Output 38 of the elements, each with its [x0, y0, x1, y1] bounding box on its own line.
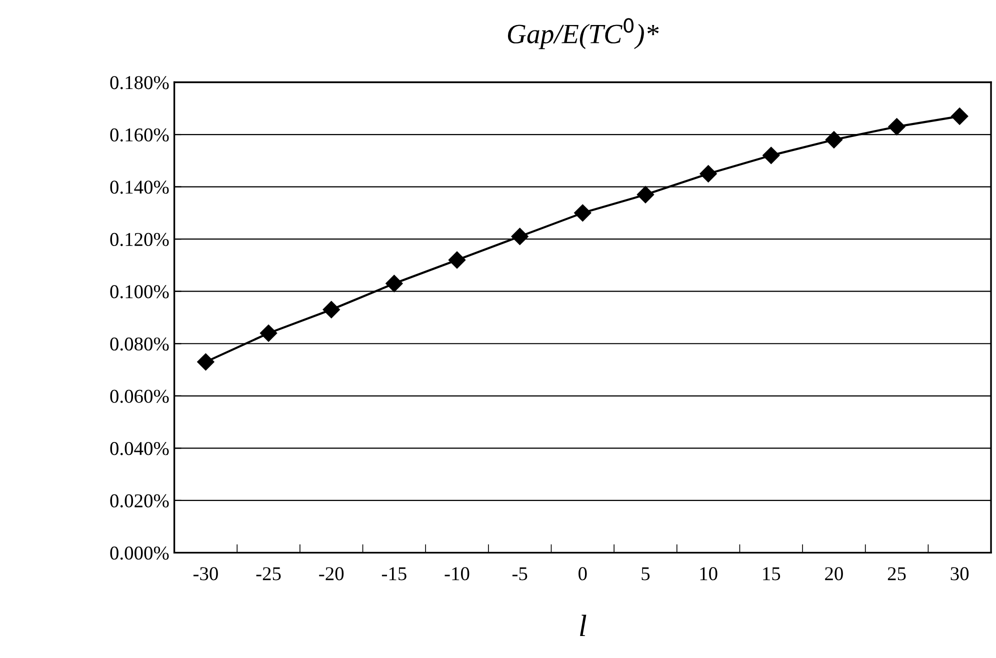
x-tick-label: 5 — [642, 567, 650, 580]
x-tick-label: 0 — [578, 567, 587, 580]
y-tick-label: 0.080% — [110, 337, 169, 351]
chart-title: Gap/E(TC$^{0}$)* — [508, 18, 659, 50]
point — [951, 108, 968, 125]
y-tick-label: 0.000% — [110, 546, 169, 560]
y-tick-label: 0.020% — [110, 494, 169, 508]
x-tick-label: 15 — [763, 567, 780, 580]
point — [322, 301, 340, 318]
x-tick-label: -20 — [319, 567, 344, 580]
y-tick-label: 0.040% — [110, 442, 169, 456]
y-tick-label: 0.060% — [110, 390, 169, 403]
point — [762, 146, 780, 164]
x-tick-label: 10 — [700, 567, 718, 580]
point — [888, 118, 906, 136]
y-tick-label: 0.120% — [110, 232, 169, 246]
x-axis-title: l — [580, 614, 586, 636]
point — [825, 131, 843, 148]
point — [700, 165, 717, 182]
point — [636, 186, 654, 204]
point — [448, 251, 466, 269]
point — [197, 353, 214, 370]
x-tick-label: -25 — [256, 567, 281, 580]
point — [386, 274, 403, 292]
y-tick-label: 0.180% — [110, 76, 169, 90]
y-tick-label: 0.100% — [110, 285, 169, 298]
x-tick-label: 30 — [950, 567, 969, 580]
point — [511, 228, 528, 246]
x-tick-label: -15 — [382, 567, 406, 580]
x-tick-label: -5 — [512, 567, 528, 580]
y-tick-label: 0.160% — [110, 128, 169, 142]
x-tick-label: -10 — [444, 567, 470, 580]
point — [260, 324, 278, 342]
y-tick-label: 0.140% — [110, 180, 169, 194]
x-tick-label: 25 — [888, 567, 906, 580]
x-tick-label: -30 — [193, 567, 218, 580]
point — [574, 204, 592, 222]
x-tick-label: 20 — [825, 567, 843, 580]
